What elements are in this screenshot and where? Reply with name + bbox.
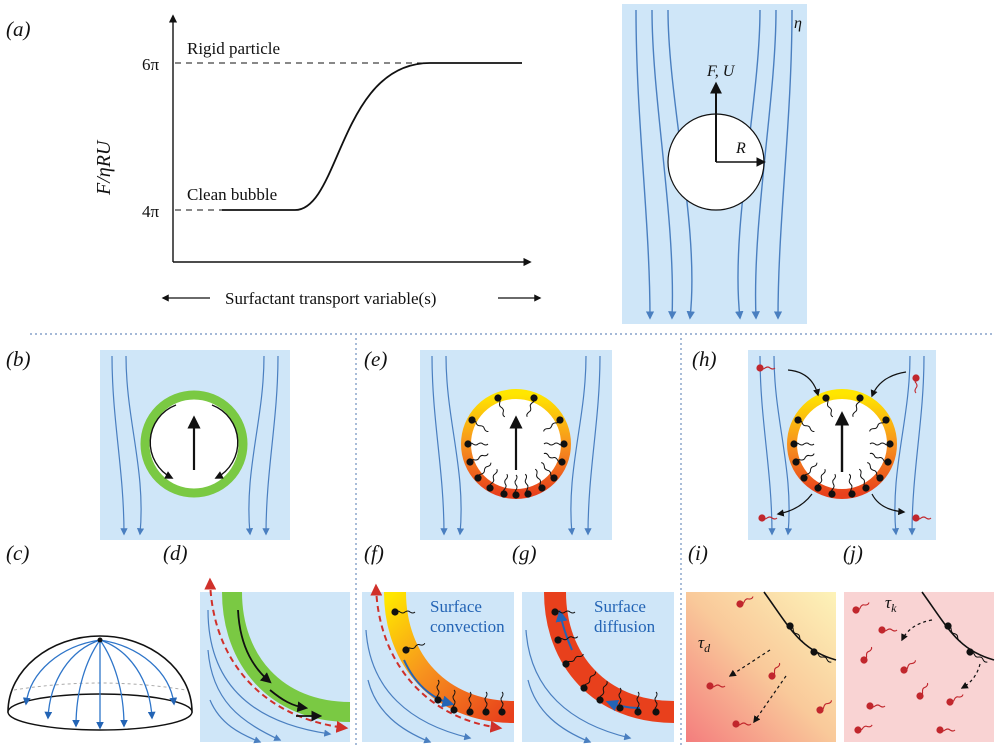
panel-label-a: (a)	[6, 17, 31, 41]
panel-e	[420, 350, 612, 540]
viscosity-label: η	[794, 15, 802, 32]
surface-convection-line2: convection	[430, 617, 505, 636]
y-axis-label: F/ηRU	[93, 139, 115, 196]
force-velocity-label: F, U	[706, 63, 736, 80]
tau-d-label: τd	[698, 633, 711, 655]
panel-c-dome	[7, 635, 193, 731]
panel-d	[200, 577, 351, 744]
y-tick-6pi: 6π	[142, 55, 160, 74]
panel-label-j: (j)	[843, 541, 863, 565]
surface-convection-line1: Surface	[430, 597, 482, 616]
panel-label-c: (c)	[6, 541, 29, 565]
panel-label-d: (d)	[163, 541, 188, 565]
x-axis-label: Surfactant transport variable(s)	[225, 289, 436, 308]
tau-k-label: τk	[885, 593, 897, 615]
radius-label: R	[735, 140, 746, 157]
panel-label-g: (g)	[512, 541, 537, 565]
surface-diffusion-line1: Surface	[594, 597, 646, 616]
y-tick-4pi: 4π	[142, 202, 160, 221]
panel-g: Surface diffusion	[522, 591, 675, 744]
surface-diffusion-line2: diffusion	[594, 617, 656, 636]
rigid-particle-label: Rigid particle	[187, 39, 280, 58]
panel-f: Surface convection	[362, 583, 515, 744]
panel-label-f: (f)	[364, 541, 384, 565]
panel-j: τk	[844, 591, 995, 742]
panel-label-i: (i)	[688, 541, 708, 565]
clean-bubble-label: Clean bubble	[187, 185, 277, 204]
panel-label-b: (b)	[6, 347, 31, 371]
panel-label-h: (h)	[692, 347, 717, 371]
plot-a: 6π 4π Rigid particle Clean bubble F/ηRU …	[93, 14, 542, 308]
panel-label-e: (e)	[364, 347, 387, 371]
panel-h	[748, 350, 936, 540]
drag-curve	[222, 62, 522, 211]
dividers	[30, 333, 995, 745]
flow-panel: F, U R η	[622, 4, 807, 324]
panel-b	[100, 350, 290, 540]
panel-i: τd	[686, 591, 837, 742]
